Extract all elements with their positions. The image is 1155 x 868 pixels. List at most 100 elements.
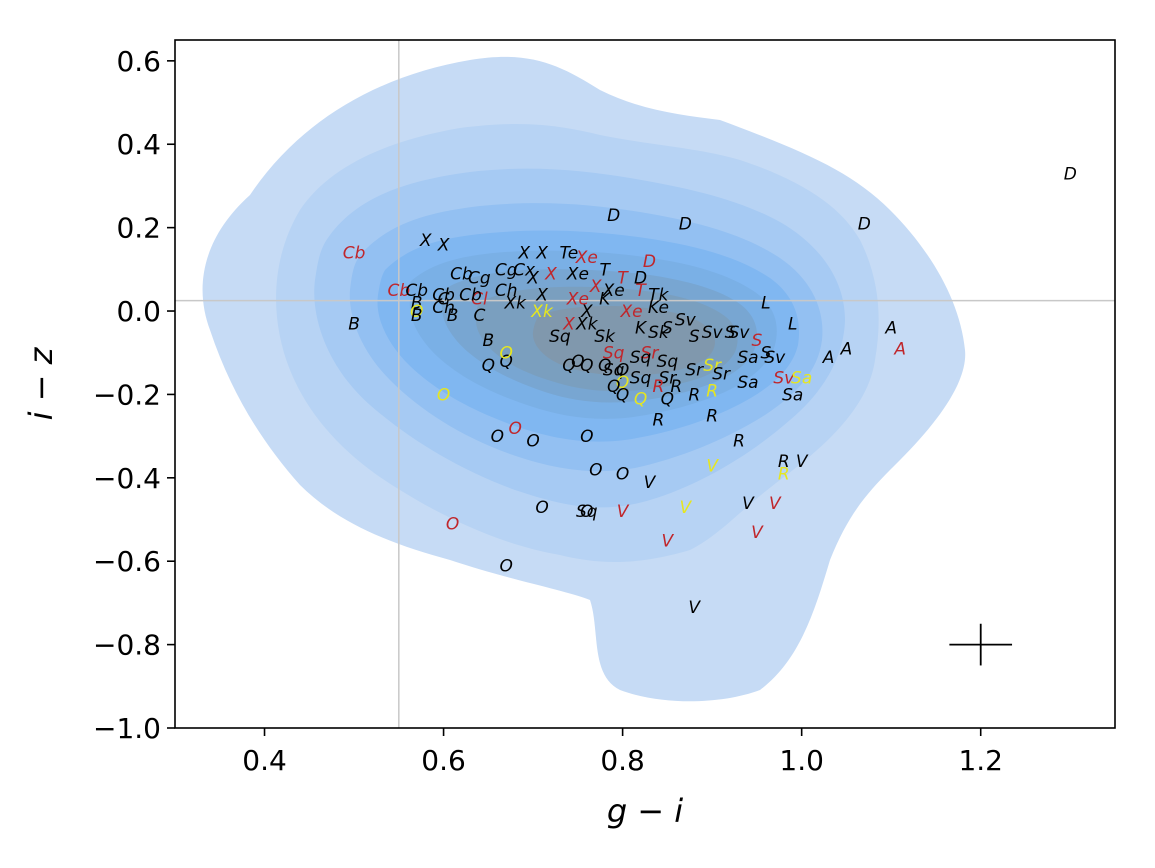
point-label-v: V xyxy=(742,494,755,514)
point-label-sa: Sa xyxy=(737,373,758,393)
point-label-r: R xyxy=(706,381,718,401)
point-label-x: X xyxy=(535,285,548,305)
point-label-x: X xyxy=(526,269,539,289)
y-tick-label: 0.4 xyxy=(116,128,161,161)
point-label-sr: Sr xyxy=(703,356,722,376)
point-label-b: B xyxy=(482,331,494,351)
point-label-sk: Sk xyxy=(648,323,670,343)
point-label-v: V xyxy=(662,531,675,551)
point-label-q: Q xyxy=(482,356,495,376)
point-label-sa: Sa xyxy=(782,385,803,405)
plot-frame xyxy=(174,39,1116,729)
point-label-sv: Sv xyxy=(729,323,751,343)
point-label-xe: Xe xyxy=(620,302,643,322)
point-label-o: O xyxy=(580,427,593,447)
point-label-o: O xyxy=(410,302,423,322)
point-label-r: R xyxy=(778,465,790,485)
point-label-v: V xyxy=(644,473,657,493)
point-label-sv: Sv xyxy=(702,323,724,343)
point-label-x: X xyxy=(580,302,593,322)
point-label-k: K xyxy=(599,290,612,310)
point-label-s: S xyxy=(662,319,673,339)
point-label-sr: Sr xyxy=(685,360,704,380)
point-label-v: V xyxy=(617,502,630,522)
x-tick-label: 0.6 xyxy=(421,744,466,777)
point-label-sq: Sq xyxy=(549,327,571,347)
point-label-xe: Xe xyxy=(566,265,589,285)
point-label-sr: Sr xyxy=(712,365,731,385)
y-tick-label: 0.2 xyxy=(116,212,161,245)
point-label-x: X xyxy=(562,315,575,335)
point-label-x: X xyxy=(517,244,530,264)
point-label-q: Q xyxy=(598,356,611,376)
y-axis-ticks: 0.6 0.4 0.2 0.0 −0.2 −0.4 −0.6 −0.8 −1.0 xyxy=(93,45,175,745)
point-label-r: R xyxy=(653,377,665,397)
point-label-o: O xyxy=(580,502,593,522)
point-label-o: O xyxy=(491,427,504,447)
point-label-c: C xyxy=(438,290,450,310)
y-tick-label: −0.8 xyxy=(93,629,161,662)
point-label-sq: Sq xyxy=(576,502,598,522)
point-label-cb: Cb xyxy=(450,265,473,285)
point-label-o: O xyxy=(446,515,459,535)
point-label-x: X xyxy=(419,231,432,251)
point-label-d: D xyxy=(643,252,656,272)
point-label-a: A xyxy=(822,348,835,368)
point-label-o: O xyxy=(571,352,584,372)
density-contours xyxy=(202,56,966,702)
point-label-xk: Xk xyxy=(503,294,527,314)
y-tick-label: −0.2 xyxy=(93,378,161,411)
point-label-sv: Sv xyxy=(773,369,795,389)
point-label-ke: Ke xyxy=(648,298,669,318)
x-tick-label: 0.8 xyxy=(600,744,645,777)
point-label-cb: Cb xyxy=(405,281,428,301)
point-label-o: O xyxy=(616,465,629,485)
point-label-d: D xyxy=(607,206,620,226)
point-label-q: Q xyxy=(580,356,593,376)
point-label-o: O xyxy=(500,344,513,364)
point-label-sa: Sa xyxy=(737,348,758,368)
point-label-d: D xyxy=(679,214,692,234)
point-label-cb: Cb xyxy=(343,244,366,264)
point-label-o: O xyxy=(526,431,539,451)
point-label-b: B xyxy=(348,315,360,335)
point-label-sq: Sq xyxy=(657,352,679,372)
point-label-d: D xyxy=(634,269,647,289)
point-label-k: K xyxy=(635,319,648,339)
point-label-b: B xyxy=(447,306,459,326)
point-label-sr: Sr xyxy=(641,344,660,364)
point-label-t: T xyxy=(600,260,612,280)
density-contour-level-9 xyxy=(532,306,715,376)
point-label-v: V xyxy=(706,456,719,476)
point-label-q: Q xyxy=(616,373,629,393)
point-label-a: A xyxy=(884,319,897,339)
point-label-cb: Cb xyxy=(459,285,482,305)
point-label-sv: Sv xyxy=(764,348,786,368)
point-label-o: O xyxy=(535,498,548,518)
point-label-v: V xyxy=(688,598,701,618)
point-label-d: D xyxy=(1064,164,1077,184)
y-tick-label: −1.0 xyxy=(93,712,161,745)
point-label-o: O xyxy=(437,385,450,405)
point-label-q: Q xyxy=(661,390,674,410)
point-label-v: V xyxy=(751,523,764,543)
x-tick-label: 0.4 xyxy=(242,744,287,777)
point-label-x: X xyxy=(535,244,548,264)
point-label-r: R xyxy=(670,377,682,397)
point-label-sq: Sq xyxy=(603,360,625,380)
point-label-l: L xyxy=(761,294,770,314)
point-label-tk: Tk xyxy=(648,285,669,305)
point-label-r: R xyxy=(688,385,700,405)
point-label-cl: Cl xyxy=(471,290,488,310)
point-label-xe: Xe xyxy=(575,248,598,268)
point-label-v: V xyxy=(769,494,782,514)
point-label-xe: Xe xyxy=(602,281,625,301)
point-label-sa: Sa xyxy=(791,369,812,389)
point-label-x: X xyxy=(437,235,450,255)
point-label-a: A xyxy=(840,340,853,360)
point-label-sq: Sq xyxy=(630,369,652,389)
point-label-cg: Cg xyxy=(468,269,491,289)
point-label-o: O xyxy=(500,556,513,576)
point-label-q: Q xyxy=(562,356,575,376)
